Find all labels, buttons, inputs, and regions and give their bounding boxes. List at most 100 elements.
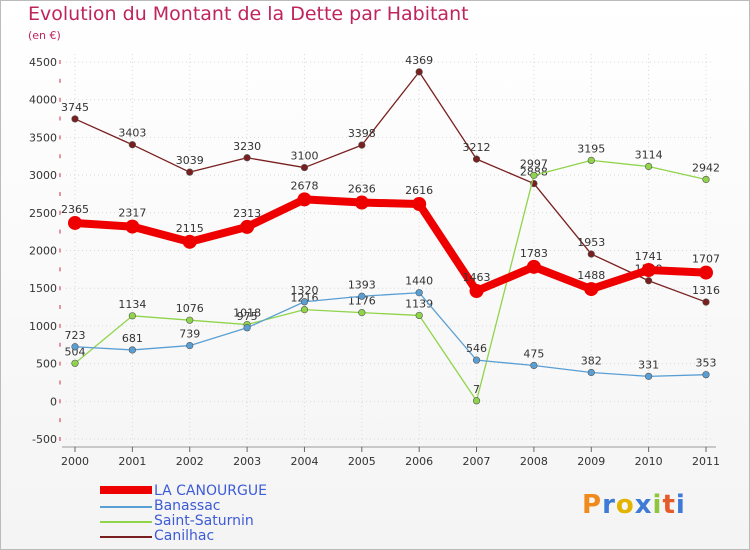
legend-label-la-canourgue: LA CANOURGUE (154, 483, 267, 499)
data-point-saint-saturnin (300, 306, 309, 314)
data-label-banassac: 739 (179, 328, 200, 341)
data-point-canilhac (645, 277, 653, 285)
data-point-banassac (702, 371, 710, 379)
data-point-saint-saturnin (702, 175, 710, 184)
data-point-banassac (300, 298, 309, 306)
data-label-canilhac: 3398 (348, 127, 376, 140)
data-point-banassac (243, 324, 251, 332)
data-label-canilhac: 1316 (692, 284, 720, 297)
legend-label-canilhac: Canilhac (154, 528, 215, 544)
data-point-banassac (71, 343, 79, 351)
data-point-saint-saturnin (186, 316, 194, 324)
data-label-saint-saturnin: 3114 (635, 149, 663, 162)
y-tick-label: 0 (50, 395, 57, 408)
data-point-banassac (587, 368, 595, 377)
y-tick-label: 4500 (29, 56, 57, 69)
data-label-canilhac: 3039 (176, 154, 204, 167)
chart-subtitle: (en €) (28, 29, 61, 42)
data-point-la-canourgue (412, 197, 427, 212)
logo-letter: i (675, 490, 686, 520)
data-label-saint-saturnin: 504 (65, 345, 86, 358)
x-tick-label: 2010 (635, 455, 663, 468)
data-label-la-canourgue: 2115 (176, 222, 204, 235)
data-point-la-canourgue (469, 283, 484, 298)
series-line-banassac (74, 292, 707, 377)
data-point-canilhac (243, 154, 251, 162)
legend-item-canilhac: Canilhac (100, 528, 320, 544)
data-label-saint-saturnin: 1134 (118, 298, 146, 311)
x-tick-label: 2011 (692, 455, 720, 468)
legend: LA CANOURGUE Banassac Saint-Saturnin Can… (100, 483, 320, 544)
data-label-banassac: 382 (581, 354, 602, 367)
data-point-saint-saturnin (530, 171, 538, 179)
data-point-canilhac (358, 141, 366, 149)
data-point-la-canourgue (641, 263, 656, 278)
data-label-banassac: 1320 (290, 284, 318, 297)
logo-letter: o (615, 490, 635, 520)
proxiti-logo: Proxiti (582, 490, 686, 520)
data-point-la-canourgue (699, 265, 713, 280)
data-point-canilhac (702, 298, 710, 306)
x-tick-label: 2001 (118, 455, 146, 468)
data-label-canilhac: 4369 (405, 54, 433, 67)
logo-letter: t (662, 490, 676, 520)
data-label-saint-saturnin: 1076 (176, 302, 204, 315)
logo-letter: x (634, 490, 653, 520)
legend-swatch-banassac (100, 506, 152, 508)
data-point-la-canourgue (584, 282, 599, 297)
chart-title: Evolution du Montant de la Dette par Hab… (28, 3, 469, 25)
data-point-canilhac (128, 141, 136, 149)
data-point-banassac (128, 346, 136, 354)
y-tick-label: 3500 (29, 131, 57, 144)
data-point-banassac (358, 292, 366, 300)
x-tick-label: 2003 (233, 455, 261, 468)
legend-item-saint-saturnin: Saint-Saturnin (100, 513, 320, 529)
data-point-banassac (186, 341, 194, 350)
legend-swatch-saint-saturnin (100, 521, 152, 523)
data-label-la-canourgue: 2678 (290, 179, 318, 192)
data-point-la-canourgue (297, 192, 312, 207)
data-label-canilhac: 3212 (463, 141, 491, 154)
data-label-banassac: 331 (638, 358, 659, 371)
data-label-saint-saturnin: 7 (473, 383, 480, 396)
data-label-saint-saturnin: 2942 (692, 161, 720, 174)
data-point-canilhac (415, 68, 423, 76)
data-point-canilhac (71, 115, 79, 123)
data-label-banassac: 475 (523, 347, 544, 360)
data-label-banassac: 975 (237, 310, 258, 323)
series-line-canilhac (74, 71, 707, 303)
data-point-saint-saturnin (358, 309, 366, 317)
data-label-la-canourgue: 1783 (520, 247, 548, 260)
data-point-canilhac (472, 155, 481, 163)
data-label-saint-saturnin: 1018 (233, 307, 261, 320)
data-label-la-canourgue: 1488 (577, 269, 605, 282)
data-point-banassac (645, 372, 653, 380)
y-tick-label: -500 (32, 433, 57, 446)
data-point-banassac (530, 361, 538, 370)
data-label-canilhac: 1953 (577, 236, 605, 249)
data-point-banassac (472, 356, 481, 364)
data-label-la-canourgue: 2616 (405, 184, 433, 197)
data-label-banassac: 681 (122, 332, 143, 345)
data-label-banassac: 1393 (348, 278, 376, 291)
data-label-banassac: 353 (696, 357, 717, 370)
logo-letter: P (582, 490, 603, 520)
y-tick-label: 2500 (29, 207, 57, 220)
data-point-saint-saturnin (71, 359, 79, 367)
data-point-la-canourgue (526, 259, 541, 274)
data-label-saint-saturnin: 2997 (520, 157, 548, 170)
data-label-la-canourgue: 2365 (61, 203, 89, 216)
data-point-la-canourgue (240, 219, 255, 234)
legend-label-banassac: Banassac (154, 498, 221, 514)
data-point-la-canourgue (125, 219, 140, 234)
legend-label-saint-saturnin: Saint-Saturnin (154, 513, 254, 529)
x-tick-label: 2000 (61, 455, 89, 468)
data-label-la-canourgue: 2317 (118, 207, 146, 220)
data-point-canilhac (300, 163, 309, 172)
y-tick-label: 3000 (29, 169, 57, 182)
legend-item-la-canourgue: LA CANOURGUE (100, 483, 320, 499)
series-line-la-canourgue (74, 195, 707, 295)
data-point-saint-saturnin (415, 311, 423, 320)
data-point-banassac (415, 289, 423, 297)
